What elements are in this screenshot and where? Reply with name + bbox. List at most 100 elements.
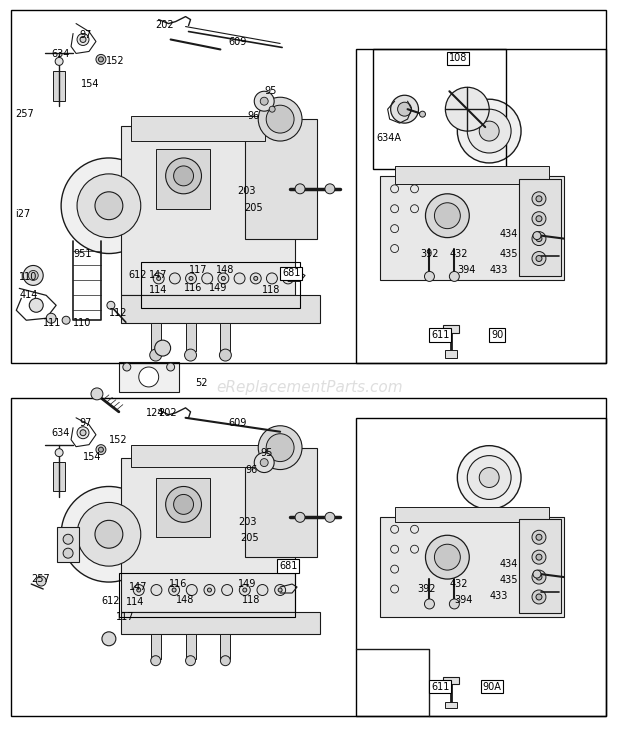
Circle shape xyxy=(63,548,73,558)
Bar xyxy=(119,362,179,392)
Text: 124: 124 xyxy=(146,408,164,418)
Text: 149: 149 xyxy=(208,283,227,293)
Text: 634: 634 xyxy=(51,50,69,59)
Circle shape xyxy=(174,494,193,514)
Circle shape xyxy=(532,191,546,206)
Circle shape xyxy=(295,184,305,194)
Bar xyxy=(141,263,300,308)
Circle shape xyxy=(61,487,157,582)
Text: 951: 951 xyxy=(73,249,92,258)
Circle shape xyxy=(96,444,106,455)
Circle shape xyxy=(185,656,195,666)
Circle shape xyxy=(458,446,521,509)
Bar xyxy=(57,528,79,562)
Text: 202: 202 xyxy=(159,408,177,418)
Text: 203: 203 xyxy=(238,517,257,528)
Circle shape xyxy=(77,33,89,45)
Bar xyxy=(156,478,210,537)
Circle shape xyxy=(99,447,104,452)
Text: 394: 394 xyxy=(458,266,476,275)
Text: 118: 118 xyxy=(262,286,281,295)
Circle shape xyxy=(391,245,399,252)
Circle shape xyxy=(532,551,546,564)
Text: 681: 681 xyxy=(282,269,300,278)
Circle shape xyxy=(458,99,521,163)
Text: 52: 52 xyxy=(195,378,208,388)
Circle shape xyxy=(325,184,335,194)
Circle shape xyxy=(467,456,511,499)
Bar xyxy=(443,325,459,333)
Text: 154: 154 xyxy=(81,79,100,89)
Circle shape xyxy=(234,273,245,284)
Circle shape xyxy=(189,277,193,280)
Bar xyxy=(356,418,606,717)
Circle shape xyxy=(62,316,70,324)
Bar xyxy=(121,458,295,612)
Text: 148: 148 xyxy=(175,595,194,605)
Bar xyxy=(519,179,561,277)
Circle shape xyxy=(257,585,268,596)
Text: 112: 112 xyxy=(109,308,127,318)
Bar xyxy=(220,634,231,659)
Circle shape xyxy=(169,273,180,284)
Bar xyxy=(246,119,317,239)
Circle shape xyxy=(95,520,123,548)
Circle shape xyxy=(55,449,63,456)
Text: 147: 147 xyxy=(129,582,148,592)
Circle shape xyxy=(204,585,215,596)
Circle shape xyxy=(532,252,546,266)
Circle shape xyxy=(208,588,211,592)
Circle shape xyxy=(243,588,247,592)
Text: 117: 117 xyxy=(188,266,207,275)
Circle shape xyxy=(220,656,231,666)
Circle shape xyxy=(174,166,193,186)
Bar xyxy=(119,573,295,617)
Text: 612: 612 xyxy=(101,596,120,606)
Text: 114: 114 xyxy=(149,286,167,295)
Text: 108: 108 xyxy=(449,53,467,63)
Text: 95: 95 xyxy=(260,447,273,458)
Circle shape xyxy=(133,585,144,596)
Circle shape xyxy=(269,106,275,112)
Circle shape xyxy=(153,273,164,284)
Text: 148: 148 xyxy=(216,266,235,275)
Circle shape xyxy=(536,554,542,560)
Circle shape xyxy=(46,313,56,324)
Circle shape xyxy=(295,513,305,522)
Circle shape xyxy=(77,502,141,566)
Circle shape xyxy=(29,270,38,280)
Bar xyxy=(11,10,606,363)
Bar xyxy=(220,324,231,351)
Circle shape xyxy=(96,54,106,65)
Text: 432: 432 xyxy=(450,249,468,258)
Bar xyxy=(394,166,549,184)
Circle shape xyxy=(397,102,412,116)
Text: 609: 609 xyxy=(228,418,247,428)
Text: 611: 611 xyxy=(432,682,450,692)
Circle shape xyxy=(278,588,282,592)
Circle shape xyxy=(536,236,542,242)
Circle shape xyxy=(266,434,294,462)
Circle shape xyxy=(259,97,302,141)
Circle shape xyxy=(532,570,546,584)
Circle shape xyxy=(391,585,399,593)
Text: 110: 110 xyxy=(73,318,91,328)
Text: 202: 202 xyxy=(156,19,174,30)
Circle shape xyxy=(391,185,399,193)
Bar xyxy=(131,444,265,467)
Bar xyxy=(53,462,65,491)
Circle shape xyxy=(250,273,261,284)
Text: 116: 116 xyxy=(184,283,202,293)
Text: 118: 118 xyxy=(242,595,260,605)
Circle shape xyxy=(532,590,546,604)
Bar xyxy=(131,116,265,141)
Circle shape xyxy=(24,266,43,286)
Circle shape xyxy=(149,349,162,361)
Circle shape xyxy=(275,585,286,596)
Circle shape xyxy=(435,544,460,570)
Text: 117: 117 xyxy=(116,612,135,622)
Bar xyxy=(445,350,458,358)
Text: 392: 392 xyxy=(417,584,436,594)
Circle shape xyxy=(63,534,73,544)
Circle shape xyxy=(445,88,489,131)
